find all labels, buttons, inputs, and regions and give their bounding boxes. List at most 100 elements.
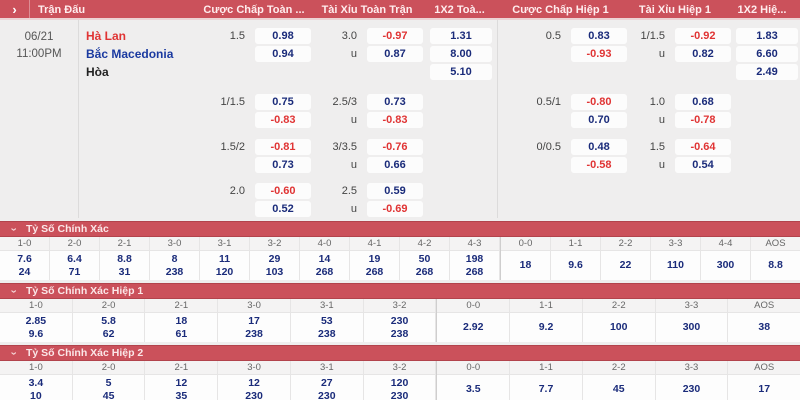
- ft-over-under-odds[interactable]: 0.59: [367, 183, 423, 199]
- score-odds[interactable]: 2.92: [463, 321, 484, 333]
- score-odds[interactable]: 17: [758, 383, 771, 395]
- ft-1x2-odds[interactable]: 5.10: [430, 64, 492, 80]
- score-odds[interactable]: 230: [318, 389, 336, 400]
- score-odds[interactable]: 238: [245, 327, 263, 340]
- ft-over-under-odds[interactable]: -0.97: [367, 28, 423, 44]
- score-odds[interactable]: 268: [315, 265, 334, 278]
- score-odds[interactable]: 103: [265, 265, 284, 278]
- ft-over-under-odds[interactable]: -0.69: [367, 201, 423, 217]
- h1-over-under-odds[interactable]: 0.54: [675, 157, 731, 173]
- score-column: 4-1 19 268: [350, 237, 400, 280]
- score-odds[interactable]: 62: [102, 327, 115, 340]
- score-odds[interactable]: 61: [175, 327, 188, 340]
- score-odds[interactable]: 238: [318, 327, 336, 340]
- score-odds[interactable]: 120: [390, 376, 409, 389]
- h1-handicap-odds[interactable]: -0.58: [571, 157, 627, 173]
- score-odds[interactable]: 8.8: [117, 252, 132, 265]
- ft-over-under-odds[interactable]: 0.73: [367, 94, 423, 110]
- h1-handicap-odds[interactable]: -0.80: [571, 94, 627, 110]
- h1-over-under-odds[interactable]: -0.78: [675, 112, 731, 128]
- score-odds[interactable]: 53: [320, 314, 333, 327]
- score-odds[interactable]: 9.2: [538, 321, 554, 333]
- score-odds[interactable]: 3.5: [465, 383, 481, 395]
- score-odds[interactable]: 5.8: [101, 314, 116, 327]
- score-odds[interactable]: 9.6: [568, 259, 583, 271]
- ft-over-under-odds[interactable]: 0.66: [367, 157, 423, 173]
- ft-1x2-odds[interactable]: 8.00: [430, 46, 492, 62]
- score-odds[interactable]: 230: [682, 383, 701, 395]
- score-odds[interactable]: 12: [248, 376, 260, 389]
- score-odds[interactable]: 31: [118, 265, 131, 278]
- h1-over-under-odds[interactable]: 0.68: [675, 94, 731, 110]
- score-odds[interactable]: 10: [30, 389, 42, 400]
- score-odds[interactable]: 29: [268, 252, 281, 265]
- h1-1x2-odds[interactable]: 6.60: [736, 46, 798, 62]
- score-odds[interactable]: 238: [390, 327, 409, 340]
- h1-handicap-odds[interactable]: -0.93: [571, 46, 627, 62]
- score-odds[interactable]: 7.7: [538, 383, 554, 395]
- score-odds[interactable]: 19: [368, 252, 381, 265]
- score-odds[interactable]: 8: [171, 252, 178, 265]
- score-odds[interactable]: 230: [245, 389, 263, 400]
- ft-handicap-odds[interactable]: 0.98: [255, 28, 311, 44]
- score-odds[interactable]: 198: [465, 252, 484, 265]
- score-odds[interactable]: 71: [68, 265, 81, 278]
- score-odds[interactable]: 18: [519, 259, 532, 271]
- ft-over-under-odds[interactable]: 0.87: [367, 46, 423, 62]
- score-odds[interactable]: 6.4: [67, 252, 82, 265]
- h1-handicap-odds[interactable]: 0.70: [571, 112, 627, 128]
- score-odds[interactable]: 45: [612, 383, 625, 395]
- score-odds[interactable]: 17: [248, 314, 260, 327]
- score-odds[interactable]: 8.8: [768, 259, 783, 271]
- ft-over-under-odds[interactable]: -0.76: [367, 139, 423, 155]
- score-odds[interactable]: 14: [318, 252, 331, 265]
- ft-over-under-odds[interactable]: -0.83: [367, 112, 423, 128]
- score-odds[interactable]: 24: [18, 265, 31, 278]
- ft-handicap-odds[interactable]: 0.94: [255, 46, 311, 62]
- score-odds[interactable]: 7.6: [17, 252, 32, 265]
- score-odds[interactable]: 3.4: [28, 376, 44, 389]
- score-odds[interactable]: 11: [218, 252, 231, 265]
- score-odds[interactable]: 18: [175, 314, 188, 327]
- h1-over-under-odds[interactable]: 0.82: [675, 46, 731, 62]
- ft-1x2-odds[interactable]: 1.31: [430, 28, 492, 44]
- ft-handicap-odds[interactable]: -0.60: [255, 183, 311, 199]
- h1-1x2-odds[interactable]: 2.49: [736, 64, 798, 80]
- score-odds[interactable]: 268: [415, 265, 434, 278]
- score-odds[interactable]: 110: [667, 259, 684, 271]
- score-odds[interactable]: 35: [175, 389, 188, 400]
- ft-handicap-odds[interactable]: -0.83: [255, 112, 311, 128]
- h1-over-under-odds[interactable]: -0.92: [675, 28, 731, 44]
- score-column: 4-3 198 268: [450, 237, 500, 280]
- h1-handicap-odds[interactable]: 0.48: [571, 139, 627, 155]
- score-odds[interactable]: 268: [365, 265, 384, 278]
- score-odds[interactable]: 268: [465, 265, 484, 278]
- score-odds[interactable]: 300: [716, 259, 735, 271]
- h1-handicap-odds[interactable]: 0.83: [571, 28, 627, 44]
- score-odds[interactable]: 300: [682, 321, 701, 333]
- ft-handicap-odds[interactable]: 0.52: [255, 201, 311, 217]
- score-odds[interactable]: 100: [609, 321, 628, 333]
- score-odds[interactable]: 2.85: [25, 314, 47, 327]
- score-odds[interactable]: 12: [175, 376, 188, 389]
- collapse-chevron-icon[interactable]: ›: [7, 227, 20, 231]
- ft-handicap-odds[interactable]: -0.81: [255, 139, 311, 155]
- score-odds[interactable]: 27: [320, 376, 333, 389]
- h1-over-under-odds[interactable]: -0.64: [675, 139, 731, 155]
- score-odds[interactable]: 50: [418, 252, 431, 265]
- collapse-chevron-icon[interactable]: ›: [7, 351, 20, 355]
- collapse-chevron-icon[interactable]: ›: [7, 289, 20, 293]
- score-odds[interactable]: 238: [165, 265, 184, 278]
- score-odds[interactable]: 120: [215, 265, 234, 278]
- expand-arrow-icon[interactable]: ›: [0, 0, 30, 18]
- score-odds[interactable]: 230: [390, 389, 409, 400]
- score-odds[interactable]: 45: [102, 389, 115, 400]
- score-odds[interactable]: 9.6: [28, 327, 44, 340]
- score-odds[interactable]: 38: [758, 321, 771, 333]
- ft-handicap-odds[interactable]: 0.75: [255, 94, 311, 110]
- score-odds[interactable]: 22: [619, 259, 632, 271]
- h1-1x2-odds[interactable]: 1.83: [736, 28, 798, 44]
- ft-handicap-odds[interactable]: 0.73: [255, 157, 311, 173]
- score-odds[interactable]: 230: [390, 314, 409, 327]
- score-odds[interactable]: 5: [105, 376, 112, 389]
